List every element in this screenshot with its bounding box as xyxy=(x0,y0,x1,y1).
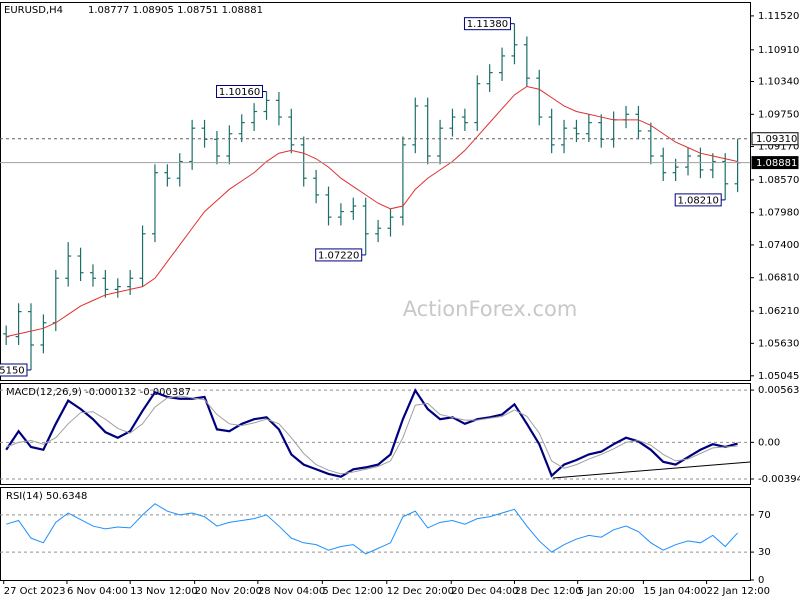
annotation-box xyxy=(216,84,264,98)
y-tick-label: 1.09170 xyxy=(758,142,799,153)
trend-line xyxy=(552,461,751,479)
y-tick-label: 1.10340 xyxy=(758,76,799,87)
panel-frame xyxy=(0,2,751,381)
y-tick-label: 1.05045 xyxy=(758,371,799,382)
panel-frame xyxy=(0,383,751,485)
x-tick-label: 13 Nov 12:00 xyxy=(130,586,197,597)
ohlc-label: 1.08777 1.08905 1.08751 1.08881 xyxy=(88,5,263,16)
y-tick-label: 1.11520 xyxy=(758,11,799,22)
x-tick-label: 6 Nov 04:00 xyxy=(67,586,128,597)
y-tick-label: 1.07980 xyxy=(758,208,799,219)
symbol-label: EURUSD,H4 xyxy=(4,5,63,16)
y-tick-label: 30 xyxy=(758,547,771,558)
y-tick-label: 1.06210 xyxy=(758,306,799,317)
y-tick-label: 70 xyxy=(758,510,771,521)
annotation-box xyxy=(315,248,363,262)
annotation-label: 1.11380 xyxy=(467,19,508,30)
y-tick-label: 0.005635 xyxy=(758,385,800,396)
annotation-box xyxy=(0,363,28,377)
x-tick-label: 28 Nov 04:00 xyxy=(258,586,325,597)
price-level-box xyxy=(751,156,799,170)
annotation-label: 1.08210 xyxy=(678,195,719,206)
annotation-label: 1.10160 xyxy=(219,87,260,98)
y-tick-label: 0 xyxy=(758,575,764,586)
x-tick-label: 12 Dec 20:00 xyxy=(387,586,454,597)
x-tick-label: 5 Dec 12:00 xyxy=(322,586,383,597)
x-tick-label: 27 Oct 2023 xyxy=(4,586,66,597)
y-tick-label: -0.003949 xyxy=(758,474,800,485)
macd-label: MACD(12,26,9) -0.000132 -0.000387 xyxy=(6,387,191,398)
annotation-box xyxy=(463,17,511,31)
x-tick-label: 20 Nov 20:00 xyxy=(195,586,262,597)
moving-average xyxy=(6,85,738,338)
price-level-box xyxy=(751,132,799,146)
indicator-line xyxy=(6,395,738,475)
price-level-label: 1.09310 xyxy=(756,134,797,145)
y-tick-label: 1.07400 xyxy=(758,240,799,251)
annotation-label: 1.07220 xyxy=(318,250,359,261)
x-tick-label: 20 Dec 04:00 xyxy=(451,586,518,597)
y-tick-label: 1.06810 xyxy=(758,273,799,284)
watermark: ActionForex.com xyxy=(403,297,578,321)
y-tick-label: 1.09750 xyxy=(758,109,799,120)
y-tick-label: 0.00 xyxy=(758,437,780,448)
y-tick-label: 1.08570 xyxy=(758,175,799,186)
x-tick-label: 5 Jan 20:00 xyxy=(578,586,635,597)
indicator-line xyxy=(6,503,738,555)
x-tick-label: 28 Dec 12:00 xyxy=(514,586,581,597)
x-tick-label: 22 Jan 12:00 xyxy=(707,586,770,597)
price-level-label: 1.08881 xyxy=(756,158,797,169)
y-tick-label: 1.05630 xyxy=(758,338,799,349)
y-tick-label: 1.10910 xyxy=(758,45,799,56)
annotation-box xyxy=(674,193,722,207)
x-tick-label: 15 Jan 04:00 xyxy=(643,586,706,597)
panel-frame xyxy=(0,487,751,581)
rsi-label: RSI(14) 50.6348 xyxy=(6,491,87,502)
